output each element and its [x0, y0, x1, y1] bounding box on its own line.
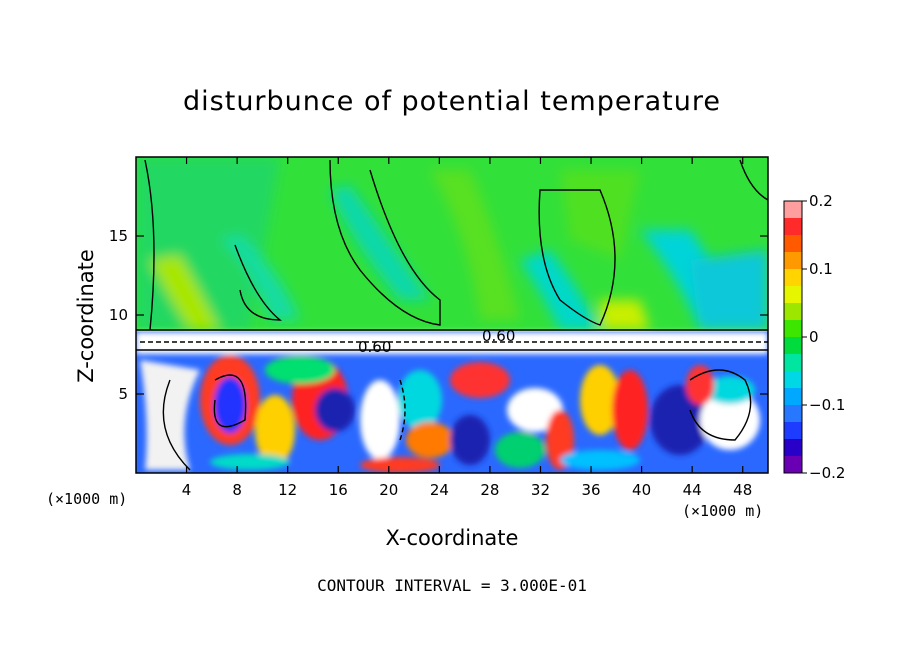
- colorbar-tick-label: 0: [809, 328, 819, 346]
- chart-title: disturbunce of potential temperature: [183, 86, 721, 117]
- colorbar: [783, 200, 803, 474]
- contour-interval-note: CONTOUR INTERVAL = 3.000E-01: [317, 576, 587, 595]
- upper-layer-variations: [136, 157, 768, 330]
- y-axis-ticks: 5 10 15: [109, 227, 768, 403]
- x-tick-label: 32: [531, 481, 550, 499]
- colorbar-tick-label: 0.2: [809, 192, 833, 210]
- colorbar-tick-label: 0.1: [809, 260, 833, 278]
- x-tick-label: 8: [232, 481, 242, 499]
- x-tick-label: 20: [379, 481, 398, 499]
- colorbar-swatch: [784, 235, 802, 253]
- y-tick-label: 10: [109, 306, 128, 324]
- negative-contours: [140, 341, 768, 441]
- colorbar-swatch: [784, 201, 802, 219]
- x-axis-ticks: 4 8 12 16 20 24 28 32 36 40 44 48: [182, 157, 752, 499]
- x-tick-label: 44: [683, 481, 702, 499]
- colorbar-swatch: [784, 439, 802, 457]
- contour-lines: [136, 159, 768, 471]
- y-tick-label: 5: [118, 385, 128, 403]
- x-tick-label: 4: [182, 481, 192, 499]
- x-axis-unit-left: (×1000 m): [46, 490, 128, 508]
- colorbar-ticks: 0.2 0.1 0 −0.1 −0.2: [802, 192, 845, 482]
- contour-label: 0.60: [482, 327, 515, 345]
- colorbar-swatch: [784, 252, 802, 270]
- colorbar-swatch: [784, 269, 802, 287]
- x-tick-label: 16: [329, 481, 348, 499]
- colorbar-tick-label: −0.1: [809, 396, 845, 414]
- colorbar-swatch: [784, 218, 802, 236]
- x-tick-label: 48: [733, 481, 752, 499]
- lower-layer-eddies: [136, 332, 768, 473]
- x-axis-title: X-coordinate: [385, 526, 519, 550]
- y-axis-title: Z-coordinate: [74, 249, 98, 383]
- colorbar-swatch: [784, 405, 802, 423]
- colorbar-swatch: [784, 303, 802, 321]
- colorbar-swatch: [784, 320, 802, 338]
- x-tick-label: 36: [581, 481, 600, 499]
- colorbar-swatch: [784, 456, 802, 474]
- colorbar-swatch: [784, 337, 802, 355]
- contour-label: 0.60: [358, 338, 391, 356]
- heatmap-field: [136, 157, 768, 473]
- colorbar-tick-label: −0.2: [809, 464, 845, 482]
- x-axis-unit-right: (×1000 m): [682, 502, 764, 520]
- colorbar-swatch: [784, 286, 802, 304]
- colorbar-swatch: [784, 422, 802, 440]
- colorbar-swatch: [784, 388, 802, 406]
- y-tick-label: 15: [109, 227, 128, 245]
- x-tick-label: 40: [632, 481, 651, 499]
- x-tick-label: 12: [278, 481, 297, 499]
- colorbar-swatch: [784, 371, 802, 389]
- x-tick-label: 24: [430, 481, 449, 499]
- x-tick-label: 28: [480, 481, 499, 499]
- colorbar-swatch: [784, 354, 802, 372]
